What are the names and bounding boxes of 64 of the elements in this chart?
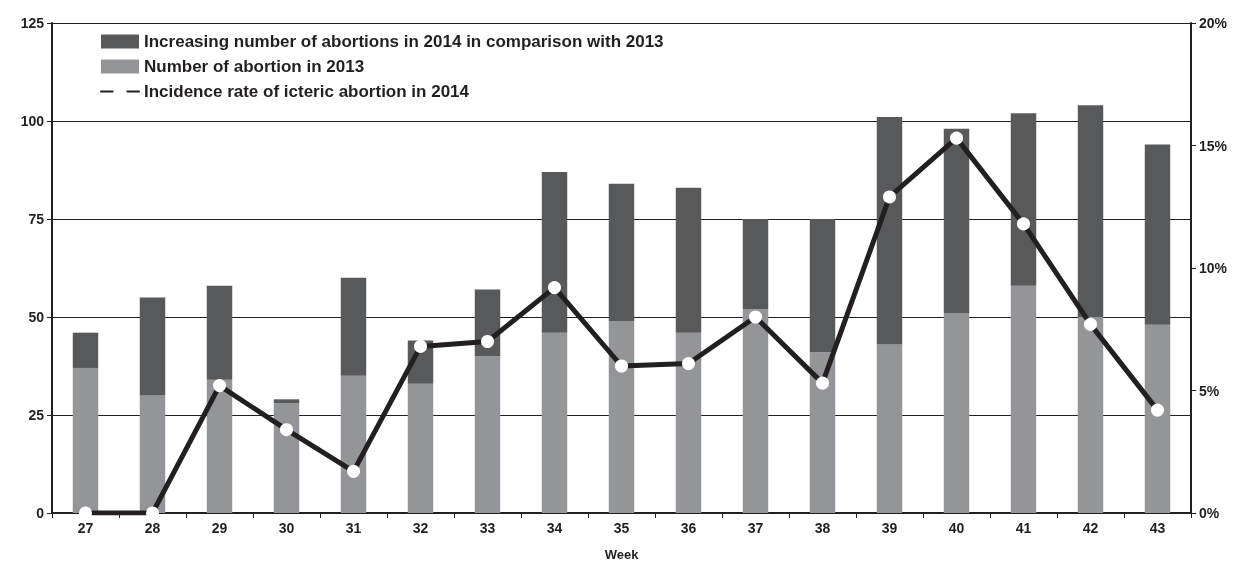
bar (742, 309, 769, 513)
bar (876, 344, 903, 513)
bar (1010, 285, 1037, 513)
bar (340, 375, 367, 513)
bar (943, 128, 970, 314)
bar (608, 320, 635, 513)
bar (943, 313, 970, 513)
x-tick-label: 34 (546, 520, 563, 536)
y2-tick-label: 20% (1199, 15, 1228, 31)
bar (1010, 113, 1037, 286)
bar (1077, 317, 1104, 513)
bar (809, 352, 836, 513)
x-tick-label: 42 (1082, 520, 1099, 536)
bar (541, 332, 568, 513)
bar (273, 399, 300, 404)
x-tick-label: 31 (345, 520, 362, 536)
bar (139, 395, 166, 513)
bar (273, 403, 300, 513)
y-tick-label: 100 (20, 113, 45, 129)
bar (675, 187, 702, 333)
bar (407, 383, 434, 513)
legend-label: Number of abortion in 2013 (144, 57, 365, 76)
bar (206, 285, 233, 380)
x-tick-label: 43 (1149, 520, 1166, 536)
y2-tick-label: 10% (1199, 260, 1228, 276)
x-tick-label: 37 (747, 520, 764, 536)
bar (340, 277, 367, 376)
y-tick-label: 50 (28, 309, 45, 325)
bar (1144, 144, 1171, 325)
bar (876, 117, 903, 345)
bar (139, 297, 166, 396)
x-tick-label: 39 (881, 520, 898, 536)
bar (72, 332, 99, 368)
x-tick-label: 38 (814, 520, 831, 536)
bar (1144, 324, 1171, 513)
x-tick-label: 30 (278, 520, 295, 536)
legend-label: Increasing number of abortions in 2014 in comparison with 2013 (144, 32, 664, 51)
y-tick-label: 0 (36, 505, 45, 521)
x-tick-label: 35 (613, 520, 630, 536)
x-tick-label: 33 (479, 520, 496, 536)
bar (474, 356, 501, 513)
bar (742, 219, 769, 310)
x-tick-label: 28 (144, 520, 161, 536)
y2-tick-label: 15% (1199, 137, 1228, 154)
y-tick-label: 75 (28, 211, 45, 227)
bar (675, 332, 702, 513)
y-tick-label: 125 (20, 15, 45, 31)
x-tick-label: 40 (948, 520, 965, 536)
bar (809, 219, 836, 353)
y2-tick-label: 0% (1199, 505, 1220, 521)
bar (206, 379, 233, 513)
x-tick-label: 32 (412, 520, 429, 536)
bar (72, 367, 99, 513)
x-tick-label: 36 (680, 520, 697, 536)
x-tick-label: 29 (211, 520, 228, 536)
y2-tick-label: 5% (1199, 382, 1220, 399)
bar (1077, 105, 1104, 317)
x-tick-label: 41 (1015, 520, 1032, 536)
x-axis-title: Week (604, 547, 640, 562)
bar (608, 183, 635, 321)
bar (541, 171, 568, 333)
legend-label: Incidence rate of icteric abortion in 2014 (144, 82, 470, 101)
y-tick-label: 25 (28, 407, 45, 423)
x-tick-label: 27 (77, 520, 94, 536)
